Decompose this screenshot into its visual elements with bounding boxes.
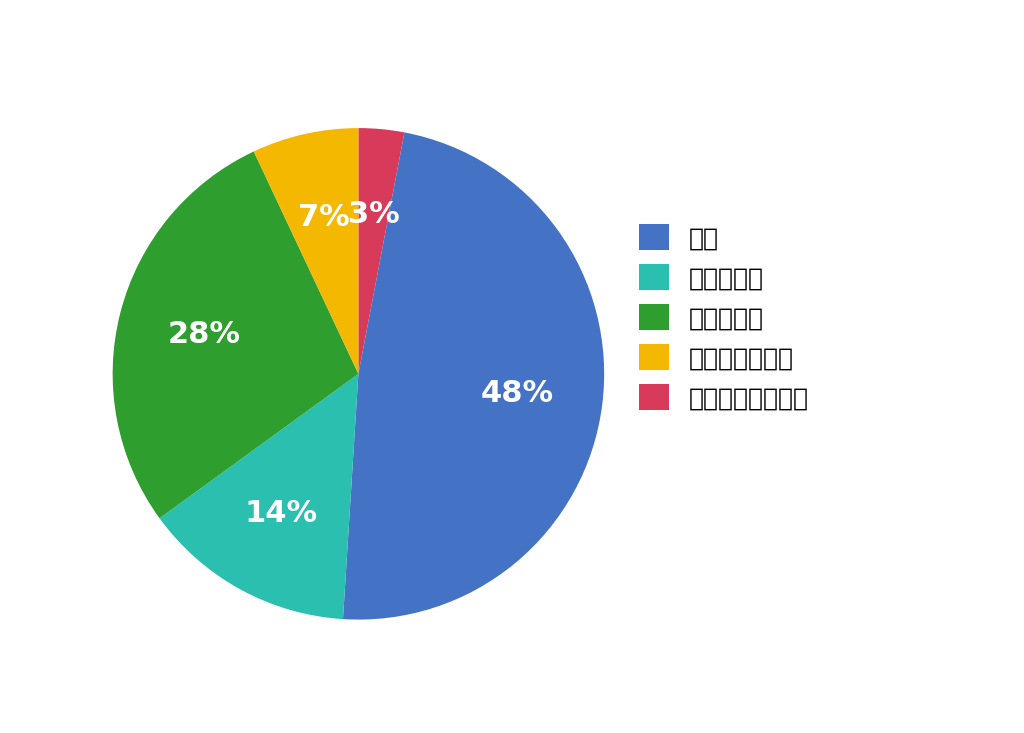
- Wedge shape: [358, 128, 404, 374]
- Text: 7%: 7%: [298, 204, 349, 232]
- Wedge shape: [160, 374, 358, 619]
- Text: 28%: 28%: [167, 320, 241, 349]
- Wedge shape: [343, 133, 604, 619]
- Text: 48%: 48%: [480, 380, 553, 408]
- Wedge shape: [254, 128, 358, 374]
- Legend: 独身, 既婚子なし, 既婚子あり, シングルマザー, 離婚歴あり子なし: 独身, 既婚子なし, 既婚子あり, シングルマザー, 離婚歴あり子なし: [629, 214, 819, 421]
- Text: 3%: 3%: [347, 200, 399, 229]
- Wedge shape: [113, 152, 358, 518]
- Text: 14%: 14%: [245, 499, 318, 528]
